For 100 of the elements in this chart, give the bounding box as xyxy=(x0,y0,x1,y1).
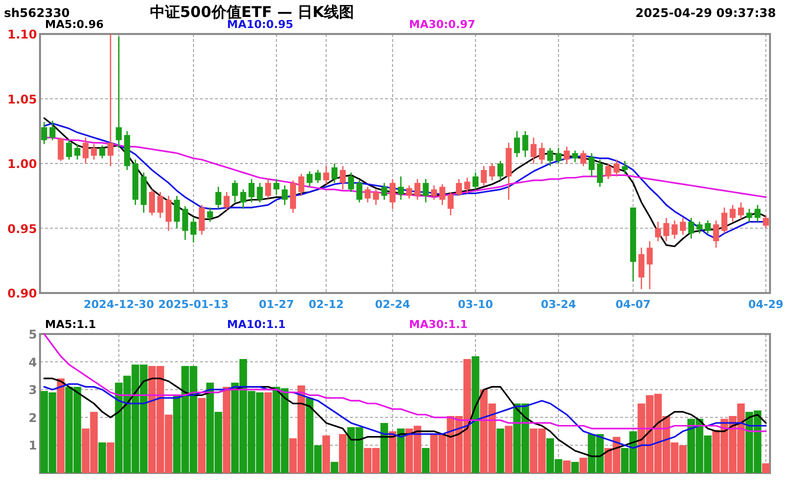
candlestick xyxy=(439,184,446,206)
bar xyxy=(571,462,579,473)
candlestick xyxy=(655,221,661,242)
candlestick xyxy=(49,120,56,141)
candlestick xyxy=(514,130,520,158)
candlestick xyxy=(298,173,304,197)
candlestick xyxy=(680,217,686,236)
candlestick xyxy=(90,143,97,160)
candlestick xyxy=(497,160,504,181)
bar xyxy=(106,442,114,473)
candlestick xyxy=(588,152,595,178)
candlestick xyxy=(730,204,736,222)
line-series xyxy=(43,378,767,458)
candlestick xyxy=(356,180,362,203)
candlestick xyxy=(182,206,188,241)
candlestick xyxy=(372,188,379,206)
candlestick xyxy=(456,178,462,197)
candlestick xyxy=(480,165,487,186)
bar xyxy=(380,422,388,473)
bar xyxy=(98,442,106,473)
line-series xyxy=(43,333,767,432)
text: MA10:1.1 xyxy=(227,318,286,331)
y-tick-label: 1.00 xyxy=(7,157,37,171)
x-tick-label: 02-24 xyxy=(374,298,410,311)
bar xyxy=(56,378,65,473)
x-tick-label: 02-12 xyxy=(308,298,344,311)
bar xyxy=(264,392,272,473)
candlestick xyxy=(99,144,106,159)
candlestick xyxy=(688,217,694,240)
candlestick xyxy=(282,184,288,206)
text: MA10:0.95 xyxy=(227,18,294,31)
candlestick xyxy=(472,172,478,190)
candlestick xyxy=(414,178,420,200)
text: MA30:1.1 xyxy=(409,318,468,331)
y-tick-label: 0.95 xyxy=(7,222,37,236)
candlestick xyxy=(340,165,346,190)
candlestick xyxy=(431,184,438,200)
x-tick-label: 03-24 xyxy=(540,298,576,311)
candlestick xyxy=(406,184,412,200)
bar xyxy=(322,435,330,473)
candlestick xyxy=(622,160,628,175)
candlestick xyxy=(762,214,769,229)
candlestick xyxy=(530,136,537,164)
candlestick xyxy=(721,206,728,234)
x-tick-label: 04-07 xyxy=(616,298,651,311)
x-tick-label: 2024-12-30 xyxy=(84,298,154,311)
candlestick xyxy=(240,188,246,210)
candlestick xyxy=(157,191,164,219)
candlestick xyxy=(448,191,454,216)
candlestick xyxy=(41,121,48,145)
x-tick-label: 04-29 xyxy=(748,298,784,311)
candlestick xyxy=(364,186,371,203)
chart-title: 中证500价值ETF — 日K线图 xyxy=(150,3,354,21)
candlestick xyxy=(738,202,744,220)
x-tick-label: 03-10 xyxy=(458,298,494,311)
candlestick xyxy=(174,195,180,229)
candlestick xyxy=(256,182,263,203)
candlestick xyxy=(248,178,255,203)
candlestick xyxy=(398,176,404,200)
candlestick xyxy=(489,162,496,181)
bar xyxy=(222,386,230,473)
candlestick xyxy=(522,130,528,158)
candlestick xyxy=(422,178,429,203)
text: MA30:0.97 xyxy=(409,18,476,31)
bar xyxy=(338,434,347,473)
candlestick xyxy=(348,172,354,193)
candlestick xyxy=(198,204,205,236)
candlestick xyxy=(564,146,570,164)
text: sh562330 xyxy=(4,6,70,20)
candlestick xyxy=(190,217,196,244)
candlestick xyxy=(580,150,586,167)
y-tick-label: 1.10 xyxy=(7,28,37,42)
y-tick-label: 2 xyxy=(28,410,37,425)
bar xyxy=(397,428,405,473)
text: MA5:0.96 xyxy=(45,18,104,31)
candlestick xyxy=(166,195,172,232)
y-tick-label: 0.90 xyxy=(7,286,37,300)
y-tick-label: 3 xyxy=(28,383,37,398)
candlestick xyxy=(149,188,155,216)
bar xyxy=(762,463,770,473)
bar xyxy=(198,398,206,473)
candlestick xyxy=(108,33,114,167)
candlestick xyxy=(704,220,711,234)
candlestick xyxy=(572,150,578,163)
candlestick xyxy=(663,217,670,242)
candlestick xyxy=(314,169,321,184)
candlestick xyxy=(464,177,470,194)
candlestick xyxy=(555,147,562,164)
candlestick xyxy=(605,162,612,180)
bar xyxy=(562,460,571,473)
x-tick-label: 2025-01-13 xyxy=(158,298,229,311)
candlestick xyxy=(66,140,72,160)
candlestick xyxy=(82,136,89,164)
bar xyxy=(422,448,430,473)
y-tick-label: 5 xyxy=(28,328,37,342)
candlestick xyxy=(746,208,752,222)
bar xyxy=(388,431,396,473)
y-tick-label: 1.05 xyxy=(7,92,37,106)
y-tick-label: 1 xyxy=(28,438,37,453)
bar xyxy=(472,356,480,473)
